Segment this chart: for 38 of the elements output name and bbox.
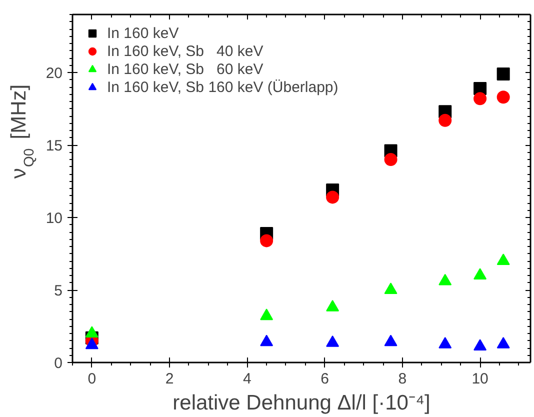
- point: [260, 308, 274, 320]
- x-axis-title: relative Dehnung Δl/l [·10⁻⁴]: [172, 392, 430, 414]
- point: [438, 336, 452, 348]
- y-tick-label: 10: [46, 210, 63, 227]
- y-tick-label: 20: [46, 65, 63, 82]
- y-tick-label: 15: [46, 138, 63, 154]
- y-tick-label: 5: [54, 282, 62, 300]
- point: [326, 300, 340, 312]
- point: [438, 114, 452, 127]
- point: [496, 336, 510, 348]
- point: [85, 326, 98, 338]
- legend-label: In 160 keV: [107, 24, 179, 42]
- point: [326, 335, 340, 347]
- point: [496, 67, 510, 80]
- point: [496, 90, 510, 104]
- point: [384, 282, 398, 294]
- point: [260, 334, 274, 346]
- y-tick-label: 0: [54, 355, 62, 372]
- x-tick-label: 4: [242, 370, 252, 388]
- x-tick-label: 8: [398, 370, 407, 388]
- x-tick-label: 10: [472, 370, 488, 388]
- legend-label: In 160 keV, Sb 40 keV: [107, 42, 264, 60]
- point: [260, 234, 274, 248]
- x-tick-label: 0: [88, 370, 96, 388]
- legend-label: In 160 keV, Sb 60 keV: [107, 60, 264, 78]
- point: [384, 334, 398, 346]
- point: [85, 338, 98, 350]
- y-axis-title: νQ0 [MHz]: [8, 84, 36, 179]
- x-tick-label: 6: [320, 370, 329, 388]
- point: [474, 339, 487, 351]
- point: [474, 268, 487, 280]
- point: [438, 274, 452, 286]
- point: [496, 254, 510, 265]
- legend-label: In 160 keV, Sb 160 keV (Überlapp): [107, 78, 338, 96]
- x-tick-label: 2: [165, 370, 174, 388]
- point: [384, 153, 398, 166]
- point: [474, 92, 487, 106]
- point: [326, 190, 340, 204]
